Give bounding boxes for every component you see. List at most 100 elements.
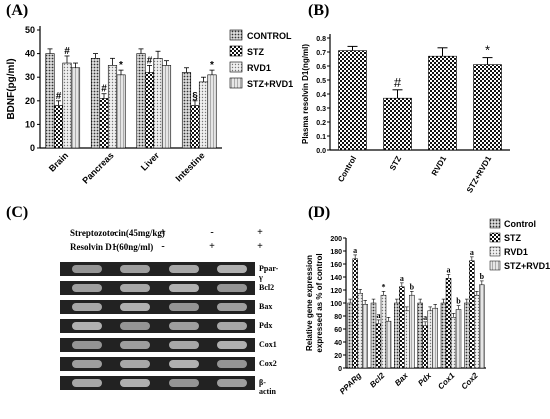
significance-mark: * <box>485 43 490 58</box>
bar <box>107 65 118 149</box>
significance-mark: b <box>456 297 461 306</box>
legend-swatch <box>229 61 243 73</box>
y-tick-label: 80 <box>334 314 342 321</box>
significance-mark: a <box>470 248 474 257</box>
gel-band <box>120 379 150 387</box>
bar <box>383 97 412 151</box>
x-tick-label: Cox2 <box>460 371 481 392</box>
significance-mark: b <box>480 272 485 281</box>
y-tick-label: 0.0 <box>316 148 326 155</box>
bar <box>370 302 377 369</box>
gel-band <box>72 284 102 292</box>
chart-d-gene-expression: 0 20 40 60 80 100 120 140 160 180 200 Relative gene… <box>305 218 550 396</box>
bar <box>53 105 64 149</box>
gel-band-row <box>60 281 255 295</box>
gel-band <box>169 303 199 311</box>
y-tick-label: 160 <box>330 262 342 269</box>
legend-label: STZ+RVD1 <box>504 261 550 271</box>
y-tick-label: 50 <box>25 25 35 35</box>
significance-mark: # <box>101 84 107 95</box>
bar <box>404 310 410 369</box>
x-tick-label: Liver <box>139 150 162 173</box>
y-axis-label: Relative gene expression <box>305 255 314 351</box>
x-tick-label: STZ <box>388 154 403 172</box>
significance-mark: * <box>210 60 214 71</box>
gel-band <box>72 303 102 311</box>
bar <box>473 64 502 151</box>
y-tick-label: 10 <box>25 119 35 129</box>
gel-band <box>72 360 102 368</box>
panel-a-label: (A) <box>6 2 29 19</box>
y-tick-label: 180 <box>330 249 342 256</box>
gel-band <box>169 379 199 387</box>
bar <box>427 310 433 369</box>
bar <box>417 302 423 369</box>
sign: - <box>113 227 117 238</box>
significance-mark: * <box>119 60 123 71</box>
significance-mark: a <box>353 246 357 255</box>
bar <box>45 53 55 149</box>
significance-mark: * <box>382 282 386 291</box>
panel-b-label: (B) <box>308 2 330 19</box>
bar <box>62 62 72 149</box>
sign: + <box>257 227 263 238</box>
bar <box>479 284 485 369</box>
legend-swatch <box>229 77 243 89</box>
gel-band <box>169 322 199 330</box>
significance-mark: § <box>192 91 198 102</box>
treatment-label-stz: Streptozotocin(45mg/kg) <box>70 228 165 238</box>
sign: - <box>113 241 117 252</box>
y-tick-label: 140 <box>330 275 342 282</box>
bar <box>198 81 209 149</box>
sign: + <box>160 227 166 238</box>
gel-band <box>217 360 247 368</box>
y-tick-label: 120 <box>330 288 342 295</box>
y-tick-label: 0.3 <box>316 106 326 113</box>
bar <box>450 317 457 369</box>
bar <box>144 72 155 149</box>
bar <box>352 258 358 369</box>
bar <box>99 98 109 149</box>
gel-band <box>120 265 150 273</box>
bar <box>394 302 400 369</box>
bar <box>90 58 101 149</box>
significance-mark: # <box>64 46 70 57</box>
y-tick-label: 0.7 <box>316 50 326 57</box>
x-tick-label: Cox1 <box>436 371 457 392</box>
legend-swatch <box>489 246 501 257</box>
x-tick-label: Control <box>336 155 358 184</box>
significance-mark: # <box>147 55 153 66</box>
significance-mark: a <box>447 265 451 274</box>
legend-label: CONTROL <box>247 31 292 41</box>
legend-label: Control <box>504 219 536 229</box>
sign: - <box>161 241 165 252</box>
panel-d-label: (D) <box>308 204 331 221</box>
bar <box>347 302 353 369</box>
x-tick-label: PPARg <box>338 371 363 396</box>
legend-swatch <box>229 29 243 41</box>
legend-swatch <box>489 218 501 229</box>
gel-band <box>169 265 199 273</box>
y-axis-label: BDNF(pg/ml) <box>6 58 17 119</box>
chart-b-plasma-resolvin: 0.0 0.1 0.2 0.3 0.4 0.5 0.6 0.7 0.8 Plasma resolv… <box>301 34 510 194</box>
bar <box>385 320 392 369</box>
y-axis-label: Plasma resolvin D1(ng/ml) <box>301 44 310 144</box>
gel-band <box>120 322 150 330</box>
gel-band <box>169 360 199 368</box>
gel-band-row <box>60 376 255 390</box>
gel-band <box>72 341 102 349</box>
gel-band <box>120 341 150 349</box>
gel-band-label: Cox2 <box>259 359 277 368</box>
y-tick-label: 0 <box>30 143 35 153</box>
legend-label: STZ+RVD1 <box>247 79 293 89</box>
bar <box>455 309 462 369</box>
bar <box>116 74 126 149</box>
gel-band <box>72 379 102 387</box>
x-tick-label: Pancreas <box>80 150 115 185</box>
gel-band-row <box>60 338 255 352</box>
gel-band <box>169 284 199 292</box>
bar <box>428 55 457 151</box>
y-tick-label: 0.1 <box>316 134 326 141</box>
y-tick-label: 60 <box>334 327 342 334</box>
gel-band <box>217 379 247 387</box>
